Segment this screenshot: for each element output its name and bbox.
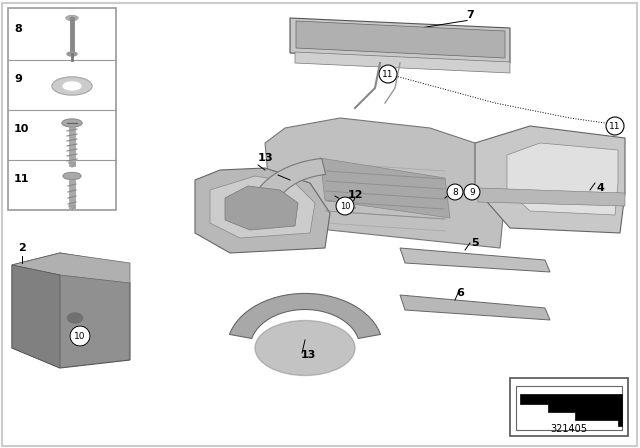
Text: 9: 9 [14, 74, 22, 84]
Polygon shape [478, 188, 625, 206]
Text: 10: 10 [340, 202, 350, 211]
Bar [8, 8, 116, 210]
Circle shape [70, 326, 90, 346]
Polygon shape [12, 265, 60, 368]
Text: 2: 2 [18, 243, 26, 253]
Polygon shape [520, 394, 622, 426]
Polygon shape [210, 176, 315, 238]
Text: 11: 11 [382, 69, 394, 78]
Circle shape [336, 197, 354, 215]
Text: 321405: 321405 [550, 424, 588, 434]
Ellipse shape [67, 313, 83, 323]
Text: 8: 8 [14, 24, 22, 34]
Polygon shape [296, 21, 505, 58]
Polygon shape [320, 158, 450, 218]
Polygon shape [265, 118, 505, 248]
Bar [516, 386, 622, 430]
Ellipse shape [63, 172, 81, 180]
Text: 8: 8 [452, 188, 458, 197]
Ellipse shape [63, 82, 81, 90]
Polygon shape [225, 186, 298, 230]
Circle shape [464, 184, 480, 200]
Text: 6: 6 [456, 288, 464, 298]
Polygon shape [230, 293, 381, 338]
Text: 1: 1 [258, 153, 266, 163]
Polygon shape [290, 18, 510, 63]
Ellipse shape [67, 52, 77, 56]
Polygon shape [195, 168, 330, 253]
Polygon shape [295, 52, 510, 73]
Polygon shape [12, 253, 130, 283]
Text: 5: 5 [471, 238, 479, 248]
Ellipse shape [52, 77, 92, 95]
Polygon shape [400, 295, 550, 320]
Circle shape [379, 65, 397, 83]
Circle shape [447, 184, 463, 200]
Text: 3: 3 [264, 153, 272, 163]
Circle shape [606, 117, 624, 135]
Text: 13: 13 [300, 350, 316, 360]
Bar [510, 378, 628, 436]
Polygon shape [400, 248, 550, 272]
Text: 4: 4 [596, 183, 604, 193]
Text: 11: 11 [14, 174, 29, 184]
Text: 10: 10 [14, 124, 29, 134]
Ellipse shape [62, 119, 82, 127]
Ellipse shape [255, 320, 355, 375]
Polygon shape [12, 253, 130, 368]
Text: 12: 12 [348, 190, 363, 200]
Polygon shape [507, 143, 618, 215]
Text: 10: 10 [74, 332, 86, 340]
Polygon shape [475, 126, 625, 233]
Text: 7: 7 [466, 10, 474, 20]
Text: 11: 11 [609, 121, 621, 130]
Polygon shape [250, 159, 326, 211]
Ellipse shape [66, 16, 78, 21]
Text: 9: 9 [469, 188, 475, 197]
